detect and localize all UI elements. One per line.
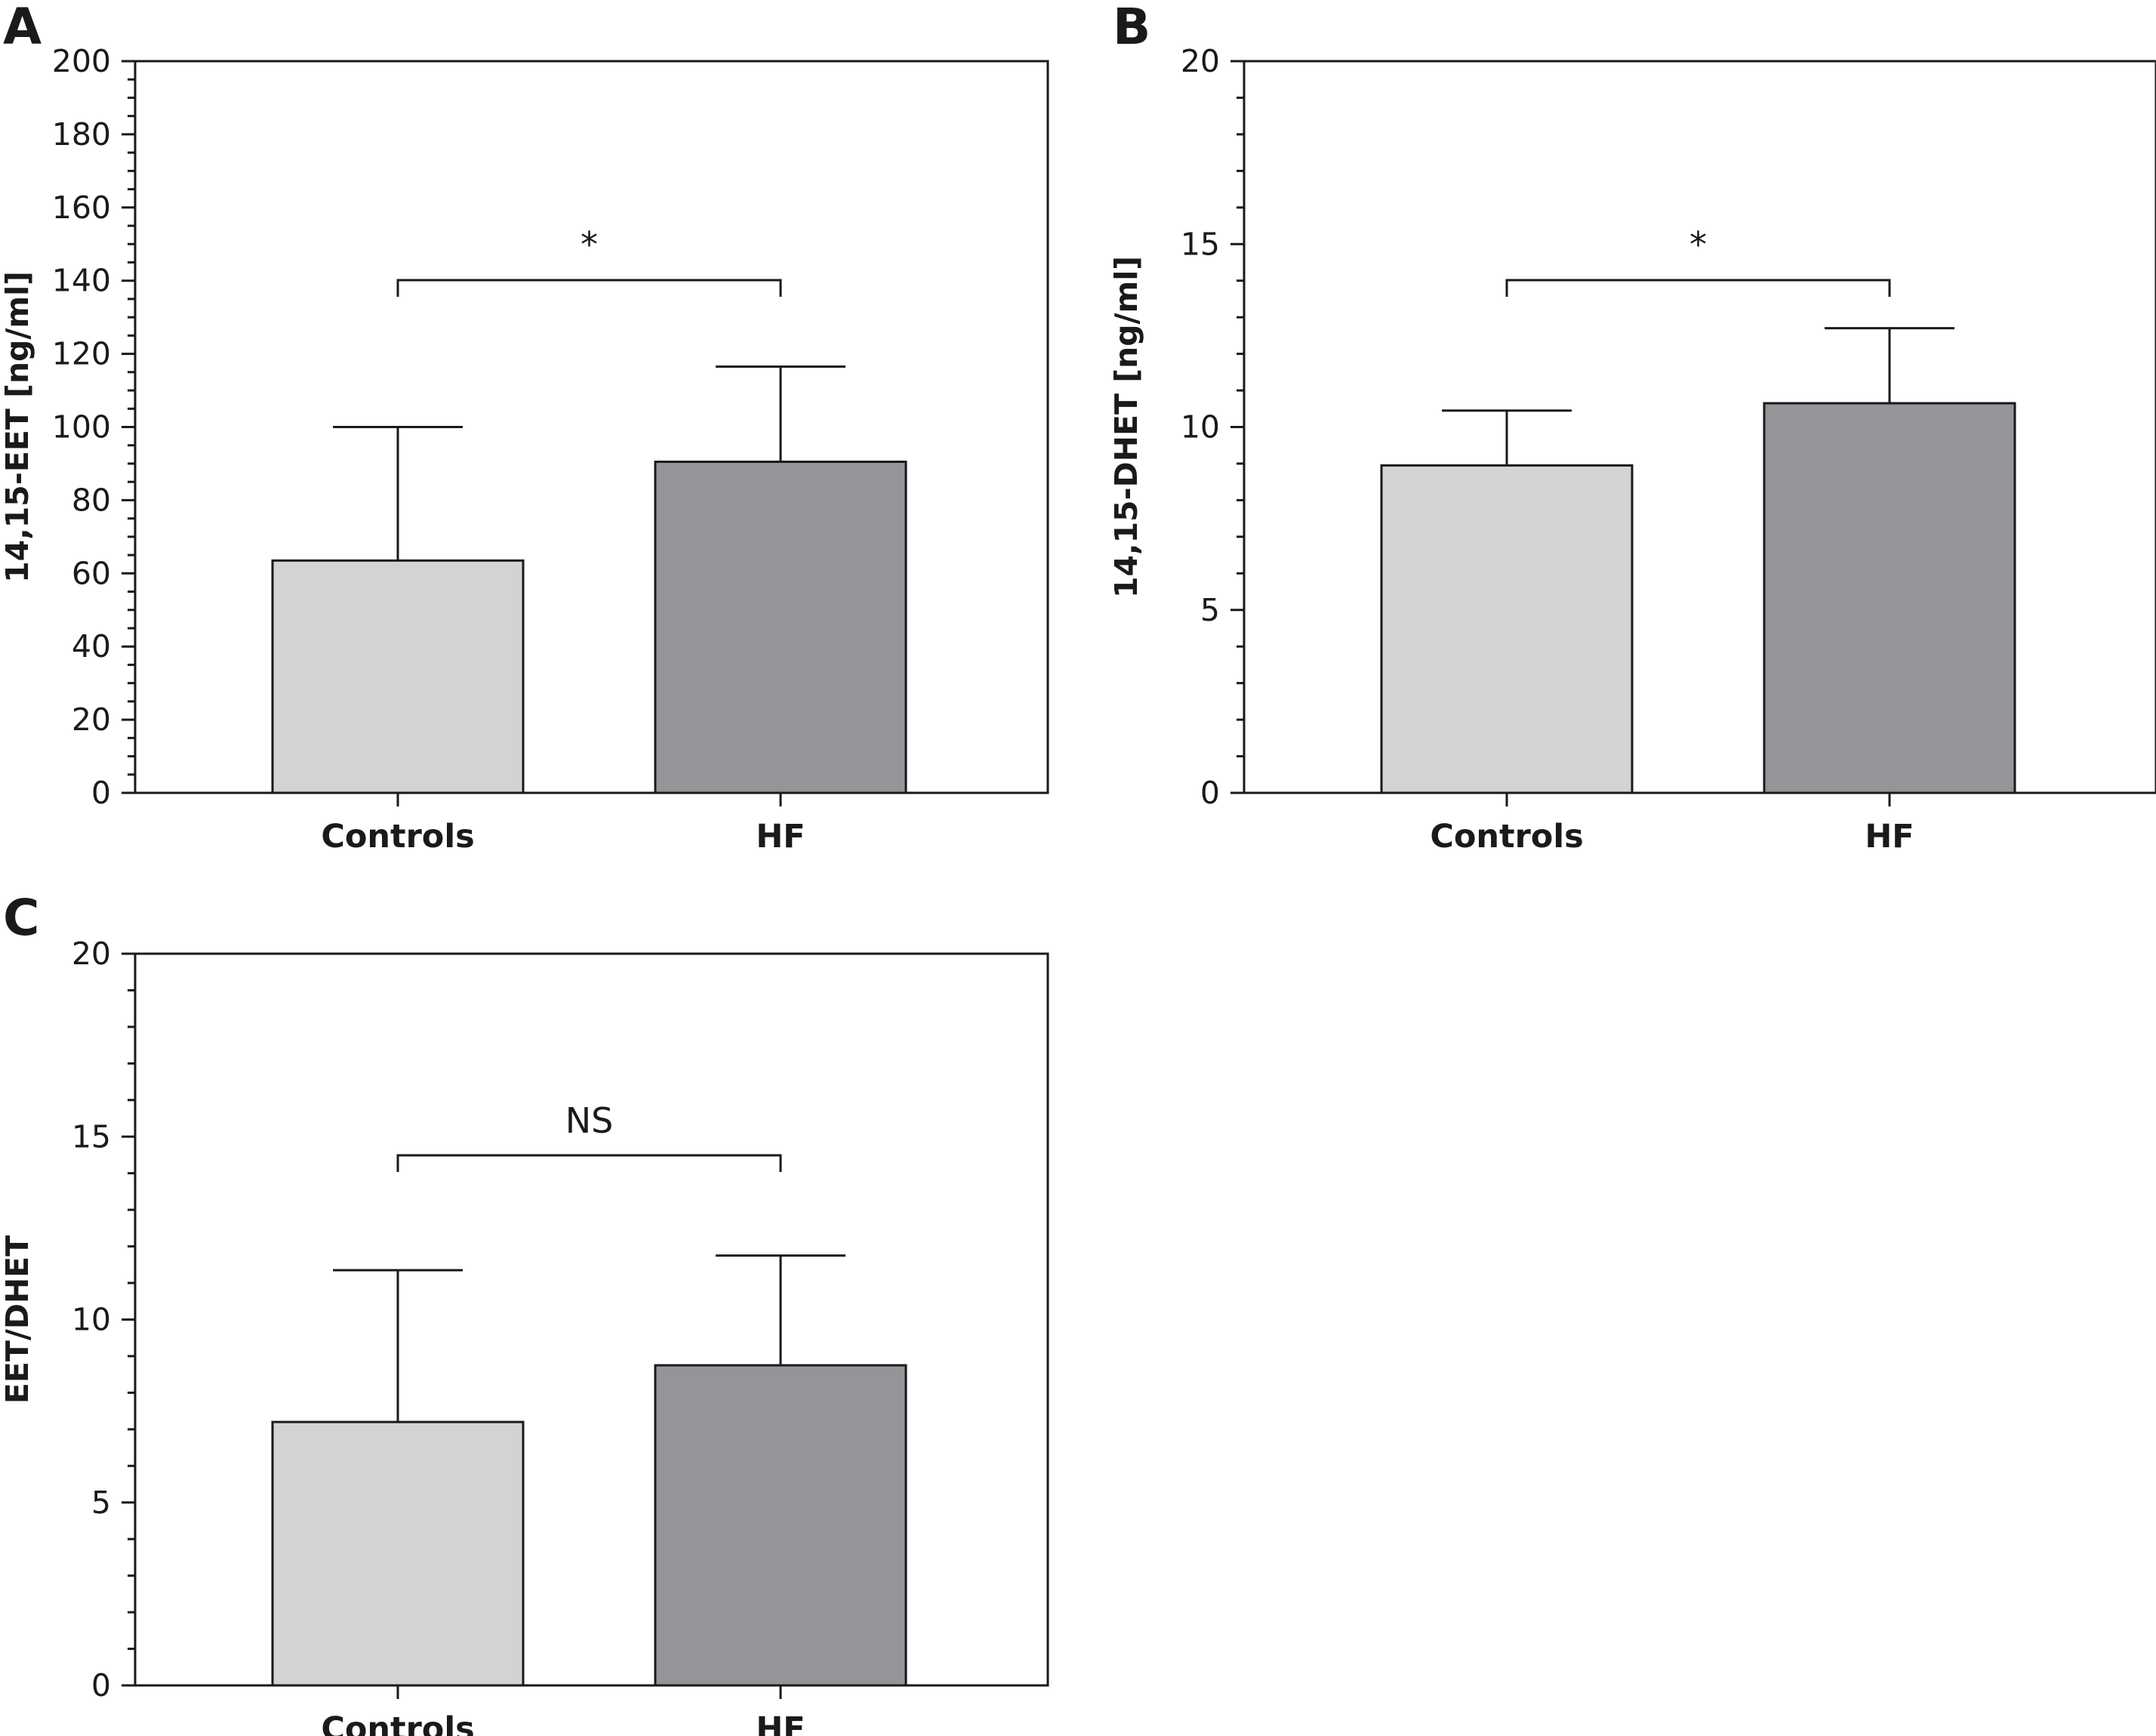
y-tick-label: 0 [1200,775,1220,811]
x-tick-label: HF [1865,818,1914,856]
y-tick-label: 20 [72,701,111,738]
y-tick-label: 0 [91,1667,111,1704]
bar-hf [654,1364,907,1687]
bar-hf [654,461,907,794]
x-tick-label: HF [756,818,805,856]
y-tick-label: 20 [1181,43,1220,79]
significance-label: NS [565,1100,614,1141]
bar-controls [271,1420,525,1687]
y-axis-title: 14,15-DHET [ng/ml] [1108,256,1144,598]
y-tick-label: 140 [52,263,111,299]
y-tick-label: 40 [72,628,111,664]
x-tick-label: Controls [321,1710,474,1736]
significance-bracket [1505,279,1891,297]
significance-bracket [396,1154,782,1172]
y-tick-label: 160 [52,190,111,226]
y-tick-label: 60 [72,555,111,591]
bar-hf [1763,402,2016,794]
y-tick-label: 180 [52,116,111,153]
panel-letter: C [3,889,39,947]
y-tick-label: 200 [52,43,111,79]
y-tick-label: 20 [72,936,111,972]
panel-letter: B [1113,0,1150,56]
y-axis-title: 14,15-EET [ng/ml] [0,271,35,583]
bar-controls [271,559,525,794]
panel-b: B 0 5 10 15 20 Controls HF 14,15-DHET [ng/ml] * [1108,0,2156,856]
panel-c: C 0 5 10 15 20 Controls HF EET/DHET NS [0,889,1049,1736]
x-tick-label: Controls [321,818,474,856]
y-tick-label: 5 [91,1485,111,1521]
x-tick-label: HF [756,1710,805,1736]
y-tick-label: 120 [52,336,111,372]
y-tick-label: 10 [1181,409,1220,446]
y-tick-label: 10 [72,1302,111,1338]
significance-label: * [1689,224,1707,265]
bar-controls [1380,464,1634,794]
y-axis-title: EET/DHET [0,1235,35,1404]
y-tick-label: 15 [1181,226,1220,262]
y-tick-label: 15 [72,1118,111,1155]
y-tick-label: 5 [1200,592,1220,628]
y-tick-label: 80 [72,482,111,518]
significance-bracket [396,279,782,297]
y-tick-label: 100 [52,409,111,446]
panel-a: A 0 20 40 60 80 100 120 140 160 180 200 Controls HF 14… [0,0,1049,856]
panel-letter: A [3,0,42,56]
significance-label: * [581,224,598,265]
y-tick-label: 0 [91,775,111,811]
x-tick-label: Controls [1430,818,1583,856]
